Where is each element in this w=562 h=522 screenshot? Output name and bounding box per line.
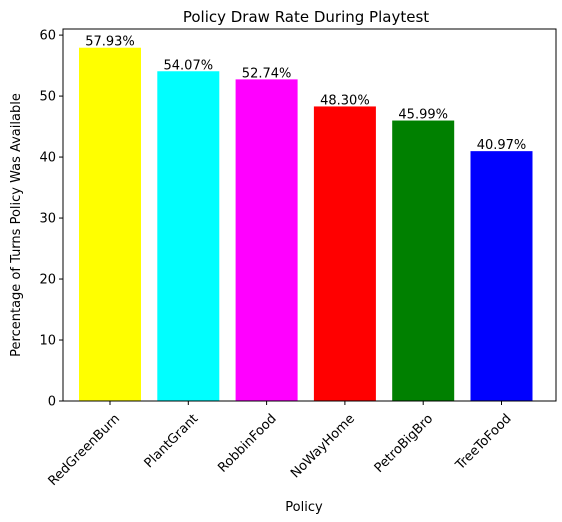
bars-group: 57.93% 54.07% 52.74% 48.30% 45.99% 40.97%	[79, 35, 533, 402]
data-label: 48.30%	[320, 93, 370, 108]
data-label: 52.74%	[242, 66, 292, 81]
x-axis: RedGreenBurn PlantGrant RobbinFood NoWayHom…	[46, 401, 515, 489]
x-tick-label: RedGreenBurn	[46, 411, 123, 488]
bar-redgreenburn	[79, 47, 141, 402]
x-tick-label: RobbinFood	[215, 411, 279, 475]
y-tick-label: 50	[39, 90, 56, 105]
data-label: 54.07%	[164, 58, 214, 73]
x-axis-title: Policy	[285, 500, 323, 515]
x-tick-label: PetroBigBro	[372, 411, 437, 476]
y-axis: 0 10 20 30 40 50 60	[39, 29, 63, 410]
data-label: 40.97%	[477, 138, 527, 153]
bar-petrobigbro	[392, 120, 455, 402]
bar-plantgrant	[157, 71, 220, 401]
data-label: 45.99%	[398, 108, 448, 123]
plot-frame	[62, 28, 557, 402]
bar-treetofood	[470, 151, 533, 401]
y-tick-label: 60	[39, 29, 56, 44]
x-tick-label: PlantGrant	[142, 411, 202, 471]
chart-title: Policy Draw Rate During Playtest	[183, 8, 429, 26]
y-tick-label: 10	[39, 334, 56, 349]
y-tick-label: 30	[39, 212, 56, 227]
y-axis-title: Percentage of Turns Policy Was Available	[9, 93, 24, 357]
x-tick-label: NoWayHome	[288, 411, 358, 481]
bar-robbinfood	[235, 79, 298, 401]
bar-nowayhome	[313, 106, 376, 401]
y-tick-label: 40	[39, 151, 56, 166]
data-label: 57.93%	[85, 35, 135, 50]
y-tick-label: 0	[48, 395, 56, 410]
y-tick-label: 20	[39, 273, 56, 288]
x-tick-label: TreeToFood	[452, 411, 514, 473]
